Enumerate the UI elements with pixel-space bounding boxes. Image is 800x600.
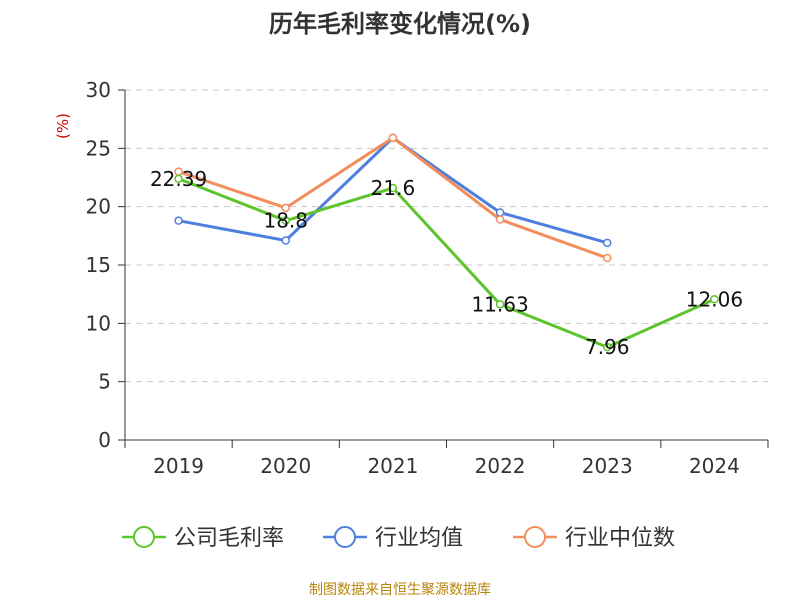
y-tick-label: 25 — [86, 136, 111, 160]
data-point[interactable] — [603, 238, 612, 248]
series-layer — [174, 133, 719, 352]
series-0 — [174, 174, 719, 352]
data-point[interactable] — [710, 295, 719, 304]
data-label: 21.6 — [371, 176, 416, 200]
data-point[interactable] — [281, 216, 290, 225]
x-tick-label: 2024 — [689, 454, 740, 478]
data-point[interactable] — [495, 300, 505, 309]
series-line — [178, 177, 716, 349]
y-axis-unit: (%) — [54, 113, 72, 139]
source-note: 制图数据来自恒生聚源数据库 — [309, 582, 491, 598]
y-tick-label: 0 — [98, 428, 111, 452]
legend-label: 公司毛利率 — [174, 526, 284, 551]
x-tick-label: 2021 — [367, 454, 418, 478]
legend-item-2[interactable]: 行业中位数 — [513, 526, 675, 551]
data-labels: 22.39 18.8 21.6 11.63 7.96 12.06 — [150, 167, 743, 359]
data-label: 11.63 — [471, 292, 528, 316]
axes: 0 5 10 15 20 25 30 2019 2020 2021 2022 2023 2024 — [86, 78, 769, 478]
x-tick-label: 2019 — [153, 454, 204, 478]
y-tick-label: 20 — [86, 195, 111, 219]
data-point[interactable] — [495, 215, 505, 224]
data-label: 22.39 — [150, 167, 207, 191]
data-point[interactable] — [281, 236, 290, 245]
legend-item-0[interactable]: 公司毛利率 — [122, 526, 284, 551]
data-point[interactable] — [281, 203, 290, 213]
y-tick-label: 5 — [98, 370, 111, 394]
legend-marker — [133, 526, 155, 548]
data-point[interactable] — [603, 342, 612, 352]
x-tick-label: 2022 — [475, 454, 526, 478]
data-point[interactable] — [388, 133, 398, 143]
data-point[interactable] — [603, 253, 612, 263]
data-label: 18.8 — [263, 209, 308, 233]
chart-title: 历年毛利率变化情况(%) — [269, 10, 531, 38]
legend[interactable]: 公司毛利率 行业均值 行业中位数 — [122, 526, 675, 551]
y-tick-label: 15 — [86, 253, 111, 277]
data-point[interactable] — [174, 216, 183, 225]
legend-marker — [524, 526, 546, 548]
legend-marker — [334, 526, 356, 548]
data-label: 7.96 — [585, 335, 630, 359]
y-tick-label: 30 — [86, 78, 111, 102]
data-point[interactable] — [174, 174, 183, 184]
x-tick-label: 2020 — [260, 454, 311, 478]
y-tick-label: 10 — [86, 311, 111, 335]
data-label: 12.06 — [686, 287, 743, 311]
x-tick-label: 2023 — [582, 454, 633, 478]
gridlines — [125, 89, 768, 383]
legend-item-1[interactable]: 行业均值 — [323, 526, 463, 551]
legend-label: 行业均值 — [375, 526, 463, 551]
data-point[interactable] — [388, 183, 398, 193]
data-point[interactable] — [495, 208, 505, 217]
legend-label: 行业中位数 — [565, 526, 675, 551]
